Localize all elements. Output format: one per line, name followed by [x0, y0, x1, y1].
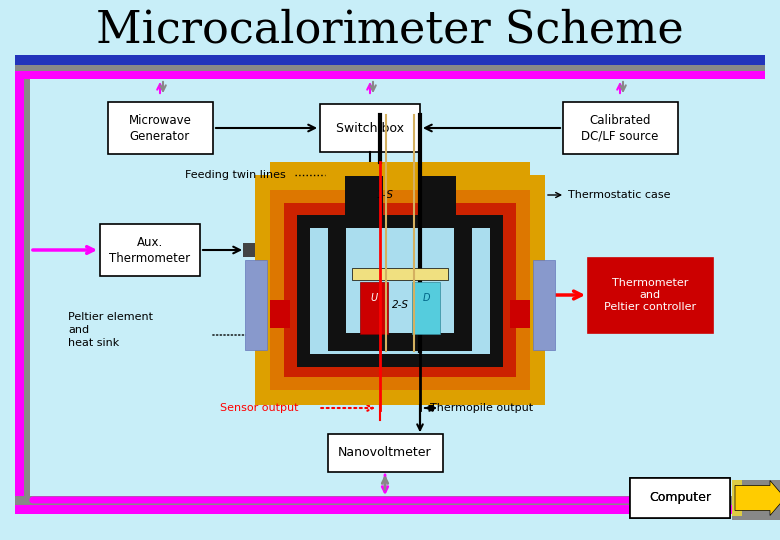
- Bar: [418, 162, 456, 232]
- Text: Nanovoltmeter: Nanovoltmeter: [339, 447, 432, 460]
- Text: Thermopile output: Thermopile output: [430, 403, 533, 413]
- Bar: [24, 55, 30, 505]
- Bar: [15, 71, 765, 79]
- Bar: [245, 260, 267, 350]
- Bar: [310, 228, 490, 354]
- Text: U: U: [370, 293, 378, 303]
- Text: Peltier element
and
heat sink: Peltier element and heat sink: [68, 312, 153, 348]
- Text: Computer: Computer: [649, 491, 711, 504]
- Bar: [737, 480, 742, 516]
- Bar: [587, 258, 712, 333]
- Text: D: D: [422, 293, 430, 303]
- Bar: [510, 300, 530, 328]
- Text: Computer: Computer: [649, 491, 711, 504]
- Bar: [255, 175, 545, 405]
- FancyArrow shape: [735, 481, 780, 516]
- Bar: [352, 268, 448, 280]
- Text: Microwave
Generator: Microwave Generator: [129, 113, 191, 143]
- Bar: [15, 55, 765, 65]
- Bar: [360, 282, 388, 334]
- Bar: [533, 260, 555, 350]
- Bar: [297, 215, 503, 367]
- Text: Microcalorimeter Scheme: Microcalorimeter Scheme: [96, 9, 684, 52]
- Bar: [15, 496, 765, 505]
- Bar: [328, 228, 346, 333]
- Bar: [732, 480, 737, 516]
- Text: Sensor output: Sensor output: [220, 403, 299, 413]
- Text: 2-S: 2-S: [392, 300, 409, 310]
- Bar: [270, 300, 290, 328]
- Text: Switch box: Switch box: [336, 122, 404, 134]
- Bar: [630, 478, 730, 518]
- Text: Feeding twin lines: Feeding twin lines: [185, 170, 285, 180]
- Bar: [270, 162, 530, 176]
- Bar: [345, 162, 383, 232]
- Bar: [270, 190, 530, 390]
- Bar: [320, 104, 420, 152]
- Bar: [412, 282, 440, 334]
- Bar: [562, 102, 678, 154]
- Bar: [284, 203, 516, 377]
- Bar: [15, 505, 765, 514]
- Bar: [108, 102, 212, 154]
- Text: Thermostatic case: Thermostatic case: [568, 190, 671, 200]
- Bar: [454, 228, 472, 333]
- Bar: [630, 478, 730, 518]
- Text: Aux.
Thermometer: Aux. Thermometer: [109, 235, 190, 265]
- Bar: [328, 434, 442, 472]
- Bar: [346, 228, 454, 333]
- Bar: [345, 162, 456, 176]
- Bar: [15, 55, 24, 505]
- Bar: [15, 65, 765, 71]
- Bar: [243, 243, 255, 257]
- Text: Calibrated
DC/LF source: Calibrated DC/LF source: [581, 113, 658, 143]
- Bar: [732, 480, 780, 520]
- Bar: [328, 333, 472, 351]
- Text: Thermometer
and
Peltier controller: Thermometer and Peltier controller: [604, 278, 696, 313]
- Text: 1-S: 1-S: [377, 190, 393, 200]
- Bar: [100, 224, 200, 276]
